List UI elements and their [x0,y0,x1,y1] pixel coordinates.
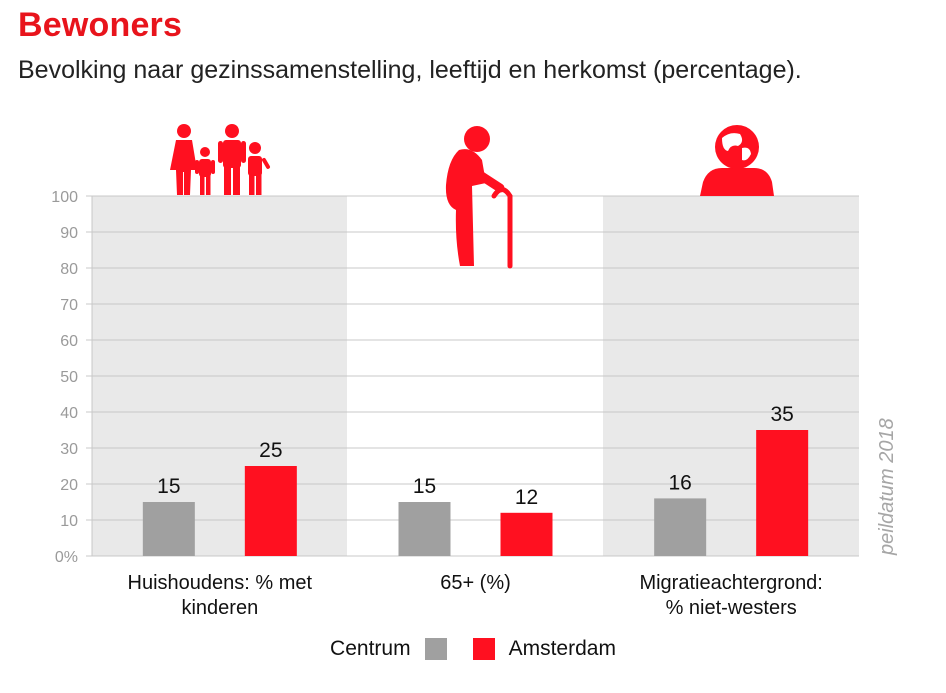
legend-label-amsterdam: Amsterdam [508,637,616,660]
y-tick-label: 80 [60,261,78,278]
legend-item-amsterdam: Amsterdam [472,637,616,661]
value-label-amsterdam: 35 [770,403,793,426]
bars [142,430,809,556]
y-tick-label: 20 [60,477,78,494]
value-label-amsterdam: 12 [515,486,538,509]
legend-swatch-centrum [424,638,447,660]
bar-amsterdam [756,430,809,556]
y-axis: 0% 10 20 30 40 50 60 70 80 90 100 [51,189,78,566]
y-tick-label: 10 [60,513,78,530]
value-label-centrum: 15 [413,475,436,498]
globe-person-icon [700,125,774,196]
x-axis: Huishoudens: % met kinderen 65+ (%) Migrati… [128,572,823,619]
category-label: 65+ (%) [440,572,511,594]
legend-item-centrum: Centrum [330,637,461,661]
bar-amsterdam [500,512,553,556]
legend-label-centrum: Centrum [330,637,411,660]
page-subtitle: Bevolking naar gezinssamenstelling, leef… [18,56,802,84]
legend-swatch-amsterdam [472,638,495,660]
bar-centrum [398,502,451,556]
value-label-amsterdam: 25 [259,439,282,462]
y-tick-label: 40 [60,405,78,422]
y-tick-label: 30 [60,441,78,458]
category-label: Migratieachtergrond: [639,572,822,594]
elderly-person-icon [445,126,513,269]
category-label: kinderen [181,597,258,619]
family-icon [170,124,270,195]
y-tick-label: 0% [55,549,78,566]
y-tick-label: 60 [60,333,78,350]
value-label-centrum: 15 [157,475,180,498]
gridlines [86,195,859,557]
y-tick-label: 100 [51,189,78,206]
y-tick-label: 50 [60,369,78,386]
y-tick-label: 90 [60,225,78,242]
reference-date-note: peildatum 2018 [876,418,898,556]
bar-centrum [654,498,707,556]
legend: Centrum Amsterdam [0,637,946,661]
value-label-centrum: 16 [668,471,691,494]
page-title: Bewoners [18,6,183,44]
y-tick-label: 70 [60,297,78,314]
category-label: % niet-westers [666,597,797,619]
category-label: Huishoudens: % met [128,572,313,594]
bar-centrum [142,502,195,556]
bar-amsterdam [244,466,297,556]
data-labels: 15 25 15 12 16 35 [157,403,794,509]
